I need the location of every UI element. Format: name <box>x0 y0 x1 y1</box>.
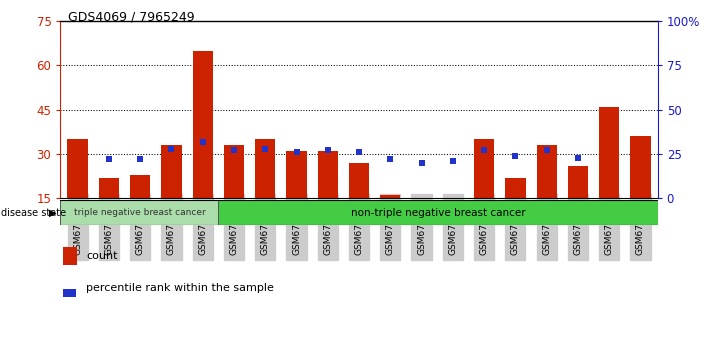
Bar <box>255 139 275 198</box>
Text: disease state: disease state <box>1 208 66 218</box>
Bar <box>568 166 588 198</box>
Bar <box>506 178 525 198</box>
Bar <box>218 200 658 225</box>
Bar <box>412 198 432 201</box>
Bar <box>599 107 619 198</box>
Text: count: count <box>86 251 117 261</box>
Bar <box>537 145 557 198</box>
Bar <box>68 139 87 198</box>
Bar <box>631 136 651 198</box>
Bar <box>474 139 494 198</box>
Text: non-triple negative breast cancer: non-triple negative breast cancer <box>351 208 525 218</box>
Text: GDS4069 / 7965249: GDS4069 / 7965249 <box>68 11 194 24</box>
Bar <box>318 151 338 198</box>
Bar <box>99 178 119 198</box>
Text: triple negative breast cancer: triple negative breast cancer <box>73 208 205 217</box>
Bar <box>224 145 244 198</box>
Bar <box>193 51 213 198</box>
Bar <box>380 195 400 198</box>
Text: percentile rank within the sample: percentile rank within the sample <box>86 283 274 293</box>
Bar <box>63 289 76 297</box>
Bar <box>60 200 218 225</box>
Bar <box>161 145 181 198</box>
Bar <box>63 247 77 265</box>
Bar <box>349 163 369 198</box>
Bar <box>287 151 306 198</box>
Bar <box>130 175 150 198</box>
Text: ▶: ▶ <box>49 208 57 218</box>
